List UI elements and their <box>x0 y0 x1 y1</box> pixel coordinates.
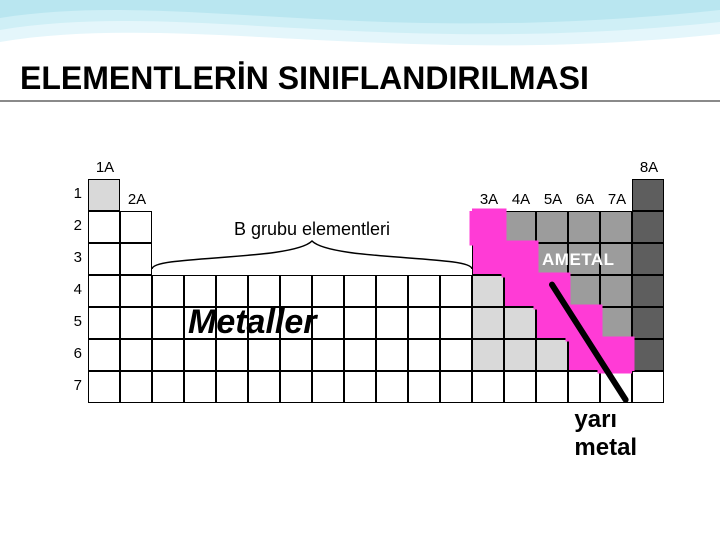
wave-3 <box>0 0 720 45</box>
periodic-table: 12345671A2A3A4A5A6A7A8AB grubu elementle… <box>60 155 660 495</box>
yarimetal-label: yarı metal <box>574 406 660 462</box>
wave-1 <box>0 0 720 23</box>
page-title: ELEMENTLERİN SINIFLANDIRILMASI <box>20 60 589 97</box>
title-underline <box>0 100 720 102</box>
yarimetal-pointer <box>60 155 720 555</box>
wave-2 <box>0 0 720 34</box>
